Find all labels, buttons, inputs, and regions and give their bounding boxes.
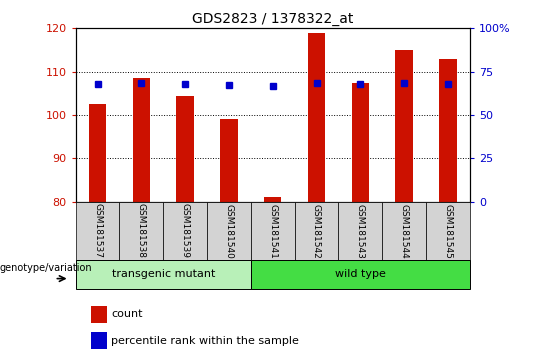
- Text: GSM181538: GSM181538: [137, 204, 146, 258]
- Bar: [251, 202, 295, 260]
- Text: percentile rank within the sample: percentile rank within the sample: [111, 336, 299, 346]
- Text: transgenic mutant: transgenic mutant: [112, 269, 215, 279]
- Text: GSM181545: GSM181545: [443, 204, 453, 258]
- Title: GDS2823 / 1378322_at: GDS2823 / 1378322_at: [192, 12, 353, 26]
- Bar: [91, 332, 107, 349]
- Bar: [426, 202, 470, 260]
- Bar: [352, 82, 369, 202]
- Bar: [177, 96, 194, 202]
- Text: GSM181541: GSM181541: [268, 204, 277, 258]
- Text: GSM181537: GSM181537: [93, 204, 102, 258]
- Bar: [339, 202, 382, 260]
- Bar: [207, 202, 251, 260]
- Bar: [395, 50, 413, 202]
- Bar: [251, 260, 470, 289]
- Text: GSM181540: GSM181540: [225, 204, 233, 258]
- Bar: [89, 104, 106, 202]
- Text: GSM181544: GSM181544: [400, 204, 409, 258]
- Bar: [382, 202, 426, 260]
- Text: count: count: [111, 309, 143, 319]
- Bar: [76, 260, 251, 289]
- Bar: [439, 59, 457, 202]
- Bar: [220, 119, 238, 202]
- Bar: [264, 198, 281, 202]
- Bar: [163, 202, 207, 260]
- Text: GSM181543: GSM181543: [356, 204, 365, 258]
- Bar: [91, 306, 107, 323]
- Bar: [132, 78, 150, 202]
- Bar: [295, 202, 339, 260]
- Text: GSM181542: GSM181542: [312, 204, 321, 258]
- Text: genotype/variation: genotype/variation: [0, 263, 93, 273]
- Bar: [308, 33, 325, 202]
- Bar: [76, 202, 119, 260]
- Text: GSM181539: GSM181539: [180, 204, 190, 258]
- Text: wild type: wild type: [335, 269, 386, 279]
- Bar: [119, 202, 163, 260]
